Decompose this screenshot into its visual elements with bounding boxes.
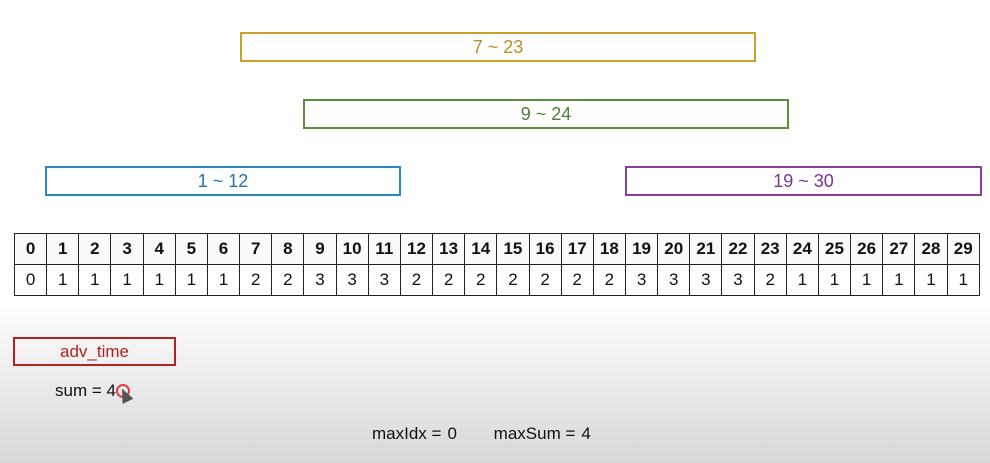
sum-readout: sum = 4 (55, 381, 116, 401)
index-cell: 23 (753, 233, 787, 265)
value-cell: 3 (657, 264, 691, 296)
index-cell: 7 (239, 233, 273, 265)
index-cell: 22 (721, 233, 755, 265)
click-highlight-icon (116, 384, 130, 398)
value-cell: 2 (496, 264, 530, 296)
value-cell: 2 (239, 264, 273, 296)
value-cell: 1 (914, 264, 948, 296)
function-label: adv_time (60, 341, 129, 361)
range-label: 1 ~ 12 (197, 170, 249, 191)
index-cell: 28 (914, 233, 948, 265)
index-cell: 2 (78, 233, 112, 265)
value-cell: 1 (206, 264, 241, 296)
value-cell: 3 (367, 264, 401, 296)
range-label: 7 ~ 23 (472, 36, 524, 57)
value-cell: 1 (882, 264, 916, 296)
value-cell: 2 (528, 264, 562, 296)
maxsum-label: maxSum = (493, 424, 576, 443)
index-cell: 20 (657, 233, 691, 265)
value-cell: 2 (560, 264, 594, 296)
range-7-23: 7 ~ 23 (240, 32, 756, 62)
index-cell: 5 (174, 233, 208, 265)
value-cell: 1 (110, 264, 144, 296)
index-cell: 13 (432, 233, 466, 265)
maxsum-value: 4 (581, 424, 591, 443)
index-cell: 24 (785, 233, 819, 265)
index-cell: 26 (850, 233, 884, 265)
index-cell: 4 (142, 233, 176, 265)
value-cell: 3 (721, 264, 755, 296)
value-cell: 1 (78, 264, 112, 296)
index-cell: 12 (399, 233, 434, 265)
value-cell: 3 (303, 264, 337, 296)
index-cell: 17 (560, 233, 594, 265)
value-cell: 1 (785, 264, 819, 296)
index-cell: 11 (367, 233, 401, 265)
index-cell: 10 (335, 233, 369, 265)
index-cell: 3 (110, 233, 144, 265)
value-cell: 0 (13, 264, 48, 296)
value-cell: 3 (624, 264, 659, 296)
mouse-pointer-icon (116, 386, 134, 404)
count-array-table: 0 1 2 3 4 5 6 7 8 9 10 11 12 13 14 15 16 17 18 19 20 21 22 23 24… (13, 233, 981, 296)
range-9-24: 9 ~ 24 (303, 99, 789, 129)
index-cell: 29 (946, 233, 981, 265)
index-cell: 6 (206, 233, 241, 265)
value-cell: 1 (817, 264, 852, 296)
value-cell: 2 (753, 264, 787, 296)
range-1-12: 1 ~ 12 (45, 166, 401, 196)
index-cell: 8 (271, 233, 305, 265)
index-cell: 21 (689, 233, 723, 265)
index-cell: 15 (496, 233, 530, 265)
value-cell: 1 (142, 264, 176, 296)
value-cell: 1 (850, 264, 884, 296)
index-cell: 18 (592, 233, 626, 265)
value-cell: 1 (946, 264, 981, 296)
index-cell: 27 (882, 233, 916, 265)
maxidx-value: 0 (447, 424, 457, 443)
index-cell: 25 (817, 233, 852, 265)
status-readout: maxIdx = 0 maxSum = 4 (372, 424, 597, 444)
value-cell: 2 (464, 264, 498, 296)
value-cell: 3 (335, 264, 369, 296)
value-cell: 1 (46, 264, 80, 296)
sum-value: 4 (106, 381, 116, 400)
index-cell: 14 (464, 233, 498, 265)
value-cell: 3 (689, 264, 723, 296)
maxidx-label: maxIdx = (372, 424, 442, 443)
index-cell: 1 (46, 233, 80, 265)
range-label: 19 ~ 30 (773, 170, 834, 191)
function-label-box: adv_time (13, 337, 176, 366)
range-19-30: 19 ~ 30 (625, 166, 982, 196)
index-row: 0 1 2 3 4 5 6 7 8 9 10 11 12 13 14 15 16 17 18 19 20 21 22 23 24… (13, 233, 981, 265)
value-cell: 2 (592, 264, 626, 296)
index-cell: 16 (528, 233, 562, 265)
index-cell: 0 (13, 233, 48, 265)
index-cell: 9 (303, 233, 337, 265)
sum-label: sum = (55, 381, 102, 400)
index-cell: 19 (624, 233, 659, 265)
value-cell: 2 (271, 264, 305, 296)
range-label: 9 ~ 24 (520, 103, 572, 124)
value-cell: 2 (432, 264, 466, 296)
value-cell: 2 (399, 264, 434, 296)
value-cell: 1 (174, 264, 208, 296)
